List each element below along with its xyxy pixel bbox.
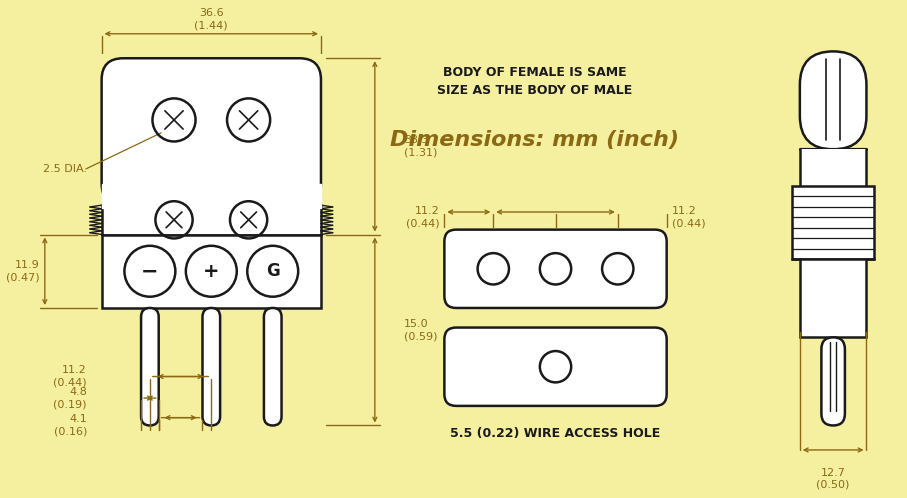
FancyBboxPatch shape — [264, 308, 281, 425]
Bar — [102, 205, 321, 235]
Text: 11.2
(0.44): 11.2 (0.44) — [54, 366, 87, 388]
Bar — [800, 149, 866, 186]
FancyBboxPatch shape — [102, 58, 321, 205]
FancyBboxPatch shape — [822, 337, 845, 425]
Text: SIZE AS THE BODY OF MALE: SIZE AS THE BODY OF MALE — [437, 84, 632, 97]
Text: 15.0
(0.59): 15.0 (0.59) — [405, 319, 438, 341]
Text: −: − — [141, 261, 159, 281]
Text: 36.6
(1.44): 36.6 (1.44) — [194, 8, 229, 31]
FancyBboxPatch shape — [800, 51, 866, 149]
FancyBboxPatch shape — [141, 308, 159, 425]
Bar — [800, 259, 866, 337]
Text: Dimensions: mm (inch): Dimensions: mm (inch) — [390, 129, 679, 149]
Text: 12.7
(0.50): 12.7 (0.50) — [816, 468, 850, 490]
Text: 4.1
(0.16): 4.1 (0.16) — [54, 414, 87, 437]
Text: +: + — [203, 262, 219, 281]
Text: 4.8
(0.19): 4.8 (0.19) — [54, 387, 87, 409]
FancyBboxPatch shape — [444, 328, 667, 406]
Text: 5.5 (0.22) WIRE ACCESS HOLE: 5.5 (0.22) WIRE ACCESS HOLE — [451, 427, 660, 440]
Text: BODY OF FEMALE IS SAME: BODY OF FEMALE IS SAME — [443, 66, 626, 80]
Text: 33.3
(1.31): 33.3 (1.31) — [405, 135, 437, 157]
Text: 2.5 DIA.: 2.5 DIA. — [43, 164, 87, 174]
FancyBboxPatch shape — [444, 230, 667, 308]
Bar — [102, 184, 321, 208]
Text: 11.2
(0.44): 11.2 (0.44) — [671, 206, 706, 228]
Text: G: G — [266, 262, 279, 280]
FancyBboxPatch shape — [202, 308, 220, 425]
Bar — [792, 186, 874, 259]
Bar — [102, 235, 321, 308]
Text: 11.9
(0.47): 11.9 (0.47) — [6, 260, 40, 282]
Text: 11.2
(0.44): 11.2 (0.44) — [405, 206, 440, 228]
